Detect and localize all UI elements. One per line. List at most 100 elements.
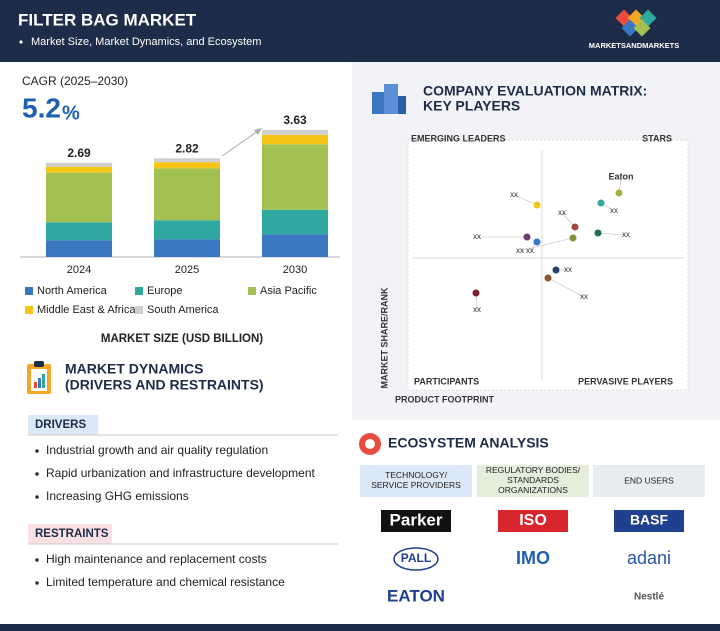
- title: FILTER BAG MARKET: [18, 10, 197, 29]
- company-logo: ISO: [519, 512, 547, 529]
- leader-line: [519, 237, 574, 252]
- bar-segment: [46, 166, 112, 173]
- logo-text: MARKETSANDMARKETS: [589, 41, 679, 50]
- section-box: [28, 415, 98, 435]
- matrix-frame: [407, 139, 689, 391]
- quadrant-label: PERVASIVE PLAYERS: [578, 376, 673, 386]
- legend-swatch: [135, 287, 143, 295]
- bullet: [35, 449, 39, 453]
- point-label: xx: [564, 265, 572, 274]
- ecosystem-title: ECOSYSTEM ANALYSIS: [388, 435, 549, 451]
- footer-band: [0, 624, 720, 631]
- bar-segment: [154, 168, 220, 221]
- cagr-unit: %: [62, 102, 80, 124]
- bar-segment: [154, 162, 220, 169]
- column-heading: REGULATORY BODIES/STANDARDS ORGANIZATIONS: [486, 465, 581, 495]
- total-label: 3.63: [283, 113, 307, 127]
- x-axis-label: PRODUCT FOOTPRINT: [395, 394, 494, 404]
- x-tick-label: 2030: [283, 264, 307, 276]
- section-heading: DRIVERS: [35, 419, 86, 431]
- bullet: [35, 495, 39, 499]
- column-heading-box: [477, 465, 589, 497]
- bullet: [35, 472, 39, 476]
- legend-swatch: [25, 287, 33, 295]
- bar-segment: [262, 134, 328, 145]
- point-label: xx: [558, 208, 566, 217]
- bar-segment: [262, 144, 328, 210]
- arrow-head: [254, 128, 262, 135]
- bar-segment: [46, 172, 112, 223]
- company-point: [569, 234, 577, 242]
- clipboard-icon: [27, 361, 51, 394]
- point-label: Eaton: [608, 171, 633, 181]
- point-label: xx: [473, 305, 481, 314]
- quadrant-label: EMERGING LEADERS: [411, 133, 506, 143]
- company-point: [597, 199, 605, 207]
- list-item: Industrial growth and air quality regula…: [46, 443, 268, 457]
- company-logo: BASF: [630, 512, 669, 528]
- company-logo: Parker: [390, 510, 443, 529]
- bar-segment: [262, 209, 328, 235]
- leader-line: [547, 277, 585, 298]
- section-box: [28, 524, 112, 544]
- x-axis-label: MARKET SIZE (USD BILLION): [101, 333, 263, 345]
- subtitle: Market Size, Market Dynamics, and Ecosys…: [31, 36, 261, 48]
- bar-segment: [154, 239, 220, 257]
- ecosystem-icon: [359, 433, 381, 455]
- logo-ring: [393, 547, 439, 571]
- y-axis-label: MARKET SHARE/RANK: [379, 287, 389, 389]
- company-logo: EATON: [387, 586, 445, 605]
- company-point: [533, 238, 541, 246]
- dynamics-subtitle: (DRIVERS AND RESTRAINTS): [65, 377, 264, 393]
- list-item: Rapid urbanization and infrastructure de…: [46, 466, 315, 480]
- cagr-label: CAGR (2025–2030): [22, 74, 128, 88]
- legend-swatch: [25, 306, 33, 314]
- quadrant-label: PARTICIPANTS: [414, 376, 479, 386]
- bar-segment: [262, 234, 328, 257]
- legend-label: Middle East & Africa: [37, 304, 136, 316]
- company-logo: IMO: [516, 548, 550, 568]
- point-label: xx: [622, 230, 630, 239]
- header-band: [0, 0, 720, 62]
- point-label: xx: [580, 292, 588, 301]
- legend-label: South America: [147, 304, 219, 316]
- list-item: Increasing GHG emissions: [46, 489, 189, 503]
- bar-segment: [46, 240, 112, 257]
- logo-icon: [615, 9, 657, 37]
- company-logo: Nestlé: [634, 592, 664, 603]
- company-point: [544, 274, 552, 282]
- section-heading: RESTRAINTS: [35, 528, 109, 540]
- point-label: xx: [516, 246, 524, 255]
- bullet: [35, 581, 39, 585]
- list-item: Limited temperature and chemical resista…: [46, 575, 285, 589]
- x-tick-label: 2024: [67, 264, 91, 276]
- legend-label: Asia Pacific: [260, 285, 317, 297]
- company-point: [571, 223, 579, 231]
- cagr-value: 5.2: [22, 92, 61, 123]
- column-heading-box: [360, 465, 472, 497]
- bar-segment: [46, 222, 112, 241]
- matrix-title: COMPANY EVALUATION MATRIX:: [423, 83, 647, 99]
- company-point: [615, 189, 623, 197]
- company-point: [523, 233, 531, 241]
- bar-segment: [154, 158, 220, 163]
- company-logo: adani: [627, 548, 671, 568]
- column-heading: TECHNOLOGY/SERVICE PROVIDERS: [371, 470, 461, 490]
- legend-swatch: [248, 287, 256, 295]
- total-label: 2.82: [175, 141, 199, 155]
- legend-label: Europe: [147, 285, 182, 297]
- point-label: xx: [526, 246, 534, 255]
- company-logo: PALL: [401, 551, 431, 565]
- x-tick-label: 2025: [175, 264, 199, 276]
- column-heading: END USERS: [624, 475, 674, 485]
- bar-segment: [46, 162, 112, 167]
- point-label: xx: [610, 206, 618, 215]
- bullet: [19, 40, 23, 44]
- matrix-subtitle: KEY PLAYERS: [423, 98, 520, 114]
- legend-label: North America: [37, 285, 108, 297]
- legend-swatch: [135, 306, 143, 314]
- quadrant-label: STARS: [642, 133, 672, 143]
- bullet: [35, 558, 39, 562]
- list-item: High maintenance and replacement costs: [46, 552, 267, 566]
